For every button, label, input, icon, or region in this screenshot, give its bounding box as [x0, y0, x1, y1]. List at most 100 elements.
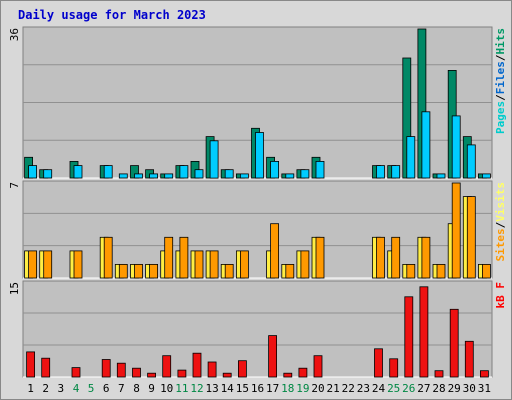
x-tick-label: 3 [57, 382, 64, 395]
bar-sites-day-13 [209, 250, 219, 279]
bar-kb-f-day-26 [404, 296, 414, 378]
y-max-label: 7 [8, 182, 21, 189]
bar-files-day-19 [300, 169, 310, 179]
bar-kb-f-day-10 [162, 355, 172, 378]
bar-sites-day-28 [436, 263, 446, 279]
bar-files-day-10 [164, 173, 174, 179]
x-tick-label: 11 [175, 382, 188, 395]
bar-files-day-14 [224, 169, 234, 179]
bar-files-day-24 [376, 165, 385, 179]
bar-sites-day-4 [73, 250, 83, 279]
legend-entry: Sites [494, 228, 507, 261]
panel-hits: 36 Pages/Files/Hits [8, 26, 507, 179]
y-max-label: 15 [8, 282, 21, 295]
x-tick-label: 26 [402, 382, 415, 395]
x-tick-label: 20 [311, 382, 324, 395]
bar-files-day-6 [103, 165, 113, 179]
bar-kb-f-day-9 [147, 372, 157, 378]
bar-sites-day-25 [391, 236, 401, 279]
y-max-label: 36 [8, 28, 21, 41]
x-tick-label: 22 [342, 382, 355, 395]
bar-files-day-26 [406, 136, 416, 179]
bar-files-day-25 [391, 165, 401, 179]
bar-files-day-2 [43, 169, 53, 179]
bar-kb-f-day-20 [313, 355, 323, 378]
bar-kb-f-day-27 [419, 286, 429, 378]
bar-files-day-1 [28, 165, 38, 179]
x-tick-label: 18 [281, 382, 294, 395]
x-tick-label: 29 [448, 382, 461, 395]
bar-sites-day-1 [28, 250, 38, 279]
x-tick-label: 31 [478, 382, 491, 395]
x-tick-label: 7 [118, 382, 125, 395]
bar-files-day-11 [179, 165, 189, 179]
x-tick-label: 24 [372, 382, 386, 395]
bar-sites-day-14 [224, 263, 234, 279]
bar-sites-day-18 [285, 263, 295, 279]
bar-kb-f-day-17 [268, 335, 278, 378]
x-tick-label: 10 [160, 382, 173, 395]
bar-files-day-30 [466, 144, 476, 179]
legend-kbytes: kB F [494, 282, 507, 309]
x-tick-label: 8 [133, 382, 140, 395]
bar-kb-f-day-1 [26, 351, 36, 378]
bar-kb-f-day-31 [479, 370, 489, 378]
panel-kbytes: 15 kB F [8, 280, 507, 378]
bar-files-day-31 [481, 173, 491, 179]
bar-files-day-7 [118, 173, 128, 179]
bar-files-day-29 [451, 115, 461, 179]
legend-hits: Pages/Files/Hits [494, 28, 507, 134]
bar-sites-day-9 [149, 263, 159, 279]
bar-sites-day-20 [315, 236, 325, 279]
x-tick-label: 14 [221, 382, 235, 395]
x-tick-label: 13 [205, 382, 218, 395]
legend-entry: kB F [494, 282, 507, 309]
bar-sites-day-17 [270, 223, 280, 279]
legend-entry: / [494, 221, 507, 228]
bar-files-day-9 [149, 173, 159, 179]
x-tick-label: 5 [88, 382, 95, 395]
x-tick-label: 23 [357, 382, 370, 395]
x-tick-label: 12 [190, 382, 203, 395]
bar-sites-day-6 [103, 236, 113, 279]
bar-sites-day-30 [466, 196, 476, 279]
bar-files-day-27 [421, 111, 431, 179]
bar-sites-day-15 [239, 250, 249, 279]
bar-files-day-20 [315, 160, 325, 179]
bar-kb-f-day-25 [389, 358, 399, 378]
legend-entry: Hits [494, 28, 507, 55]
legend-entry: / [494, 54, 507, 61]
chart-title: Daily usage for March 2023 [18, 8, 206, 22]
bar-sites-day-29 [451, 182, 461, 279]
x-axis-day-labels: 1 2 3 4 5 6 7 8 9 10 11 12 13 14 15 16 17 18 19 20 21 22 23 24 2… [27, 382, 491, 395]
bar-sites-day-10 [164, 236, 174, 279]
bar-files-day-13 [209, 140, 219, 179]
bar-kb-f-day-13 [207, 361, 217, 378]
x-tick-label: 19 [296, 382, 309, 395]
bar-kb-f-day-7 [116, 362, 126, 378]
bar-kb-f-day-30 [464, 340, 474, 378]
bar-kb-f-day-14 [222, 372, 232, 378]
x-tick-label: 1 [27, 382, 34, 395]
bar-files-day-12 [194, 169, 204, 179]
bar-files-day-4 [73, 165, 83, 179]
bar-files-day-28 [436, 173, 446, 179]
bar-kb-f-day-12 [192, 352, 202, 378]
bar-sites-day-31 [481, 263, 491, 279]
x-tick-label: 27 [417, 382, 430, 395]
x-tick-label: 6 [103, 382, 110, 395]
bar-sites-day-2 [43, 250, 53, 279]
x-tick-label: 16 [251, 382, 264, 395]
bar-sites-day-24 [376, 236, 385, 279]
legend-entry: Files [494, 61, 507, 94]
x-tick-label: 25 [387, 382, 400, 395]
bar-sites-day-26 [406, 263, 416, 279]
bar-files-day-8 [134, 173, 143, 179]
bar-kb-f-day-2 [41, 357, 51, 378]
bar-files-day-18 [285, 173, 295, 179]
x-tick-label: 4 [73, 382, 80, 395]
bar-sites-day-12 [194, 250, 204, 279]
bar-files-day-17 [270, 160, 280, 179]
x-tick-label: 21 [326, 382, 339, 395]
